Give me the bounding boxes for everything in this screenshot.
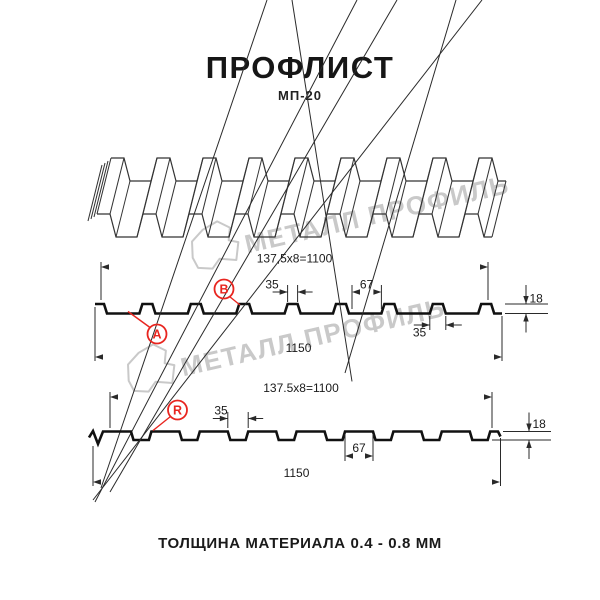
callout-r-circle [167,399,188,421]
callout-a-circle [146,323,168,345]
callout-r-leader [152,415,171,432]
callout-b-label: B [219,283,228,297]
callout-b-circle [213,278,235,300]
dim-flute-67-back: 67 [352,441,366,455]
dim-rib-top-35: 35 [265,278,279,292]
profile-model-subtitle: МП-20 [278,88,322,103]
dim-height-18-back: 18 [533,417,547,431]
metall-profil-logo-icon [127,343,176,393]
page-title: ПРОФЛИСТ [205,50,395,85]
drawing-geometry [87,0,551,503]
callout-a-label: A [152,328,161,342]
profile-section-back: 137.5x8=1100 35 67 18 1150 R [152,381,547,480]
dim-pitch-back: 137.5x8=1100 [263,381,339,395]
dim-rib-bottom-35: 35 [413,326,427,340]
callout-r-label: R [173,404,182,418]
callout-a-leader [127,310,151,329]
watermark-bottom: МЕТАЛЛ ПРОФИЛЬ [127,292,448,393]
dim-flute-67: 67 [360,278,374,292]
dim-rib-35-back: 35 [214,404,228,418]
dim-pitch-front: 137,5x8=1100 [257,252,333,266]
metall-profil-logo-icon [191,220,240,270]
profile-section-front: 137,5x8=1100 35 67 18 35 1150 A B [127,252,544,355]
dim-width-1150-back: 1150 [284,466,310,480]
callout-b-leader [229,295,241,306]
material-thickness-note: ТОЛЩИНА МАТЕРИАЛА 0.4 - 0.8 ММ [158,535,442,552]
dim-height-18: 18 [530,292,544,306]
dim-width-1150: 1150 [286,341,312,355]
